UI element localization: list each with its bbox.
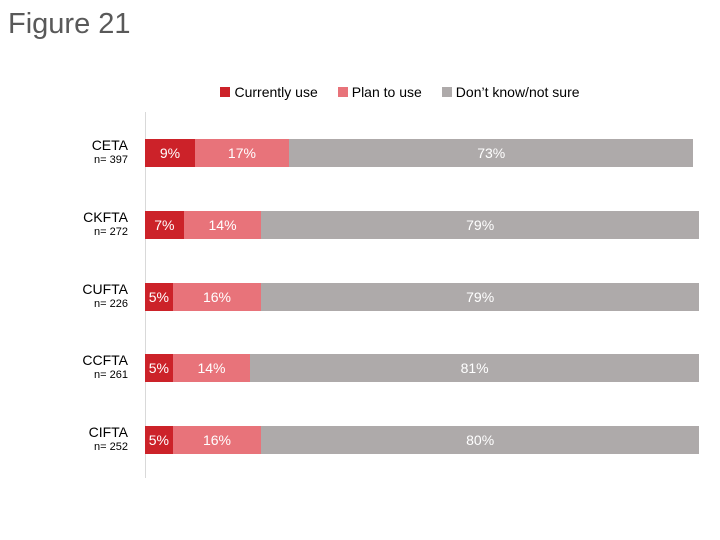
legend: Currently use Plan to use Don’t know/not s… [0,84,720,100]
stacked-bar: 5% 14% 81% [145,354,699,383]
data-label: 73% [477,145,506,161]
data-label: 17% [227,145,256,161]
sample-size: n= 272 [94,225,128,238]
data-label: 5% [148,288,169,305]
legend-label: Currently use [234,84,318,100]
sample-size: n= 252 [94,441,128,454]
bar-segment: 5% [145,282,173,311]
category-label: CKFTA n= 272 [83,209,128,239]
bar-row: CUFTA n= 226 5% 16% 79% [0,281,720,311]
sample-size: n= 397 [94,154,128,166]
data-label: 81% [460,360,489,377]
category-name: CETA [91,137,128,153]
data-label: 79% [466,288,495,305]
legend-swatch [441,87,452,97]
category-name: CKFTA [83,208,128,225]
bar-segment: 79% [261,210,699,239]
data-label: 9% [159,145,181,161]
data-label: 80% [466,432,495,449]
bar-segment: 80% [261,426,699,455]
sample-size: n= 261 [94,369,128,382]
legend-swatch [337,87,348,97]
data-label: 16% [202,288,232,305]
bar-segment: 16% [172,282,262,311]
bar-segment: 81% [250,354,699,383]
data-label: 7% [154,216,175,233]
legend-swatch [220,87,231,97]
bar-row: CCFTA n= 261 5% 14% 81% [0,352,720,383]
category-label: CUFTA n= 226 [82,281,128,311]
bar-row: CIFTA n= 252 5% 16% 80% [0,424,720,455]
legend-label: Plan to use [351,84,422,100]
sample-size: n= 226 [94,297,128,310]
data-label: 16% [202,432,232,449]
bar-segment: 73% [289,139,694,167]
legend-item: Currently use [220,84,318,100]
data-label: 5% [148,360,169,377]
category-name: CUFTA [82,280,128,297]
bar-segment: 9% [145,139,195,167]
category-name: CCFTA [82,352,128,369]
bar-row: CETA n= 397 9% 17% 73% [0,137,720,167]
data-label: 79% [466,216,495,233]
bar-row: CKFTA n= 272 7% 14% 79% [0,209,720,239]
data-label: 14% [197,360,226,377]
category-name: CIFTA [88,424,128,441]
stacked-bar: 5% 16% 80% [145,426,699,455]
legend-label: Don’t know/not sure [455,84,580,100]
legend-item: Don’t know/not sure [441,84,580,100]
legend-item: Plan to use [337,84,422,100]
bar-segment: 5% [145,426,173,455]
stacked-bar: 7% 14% 79% [145,210,699,239]
bar-segment: 7% [145,210,184,239]
category-label: CETA n= 397 [92,137,128,167]
bar-segment: 79% [261,282,699,311]
stacked-bar: 5% 16% 79% [145,282,699,311]
figure-title: Figure 21 [8,8,131,40]
bar-segment: 16% [172,426,262,455]
stacked-bar: 9% 17% 73% [145,139,694,167]
data-label: 14% [208,216,237,233]
bar-segment: 14% [172,354,251,383]
bar-segment: 5% [145,354,173,383]
bar-segment: 17% [194,139,290,167]
category-label: CIFTA n= 252 [89,424,128,454]
bar-segment: 14% [183,210,262,239]
category-label: CCFTA n= 261 [82,352,128,382]
data-label: 5% [148,432,169,449]
